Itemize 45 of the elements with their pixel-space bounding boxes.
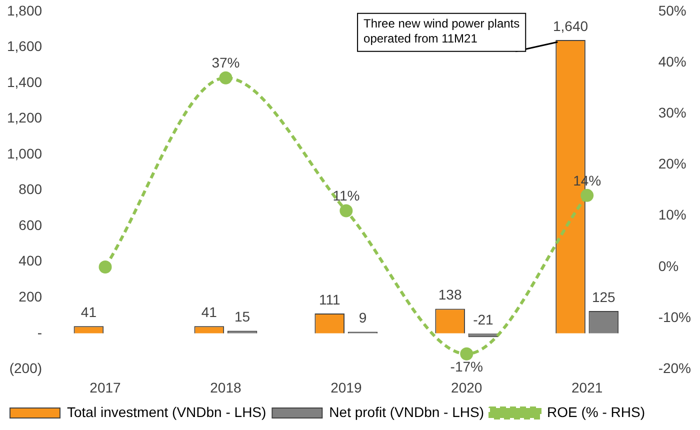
y-tick-label: 200 [18, 288, 42, 304]
data-label: 41 [80, 304, 97, 320]
data-label: 15 [234, 308, 250, 325]
data-label: 125 [592, 288, 616, 305]
point [219, 71, 232, 84]
y2-tick-label: 30% [658, 104, 686, 120]
y2-tick-label: -20% [658, 360, 692, 376]
x-tick-label: 2017 [90, 379, 122, 396]
annotation: Three new wind power plants operated from 11M21 [364, 16, 520, 46]
legend-label: Net profit (VNDbn - LHS) [329, 404, 484, 420]
data-label: -21 [473, 311, 494, 328]
y-tick-label: 1,200 [6, 110, 42, 126]
x-tick-label: 2018 [210, 379, 242, 396]
y-tick-label: 1,800 [6, 2, 42, 18]
y-tick-label: 1,600 [6, 38, 42, 54]
data-label: -17% [450, 358, 483, 375]
y-tick-label: 400 [18, 252, 42, 269]
y-tick-label: (200) [9, 360, 42, 376]
y2-tick-label: 20% [658, 156, 686, 172]
legend-label: Total investment (VNDbn - LHS) [67, 404, 266, 420]
x-tick-label: 2019 [330, 379, 362, 396]
data-label: 9 [358, 310, 367, 326]
legend-label: ROE (% - RHS) [547, 404, 645, 420]
x-tick-label: 2020 [451, 379, 482, 396]
y-tick-label: 600 [18, 216, 42, 233]
point [580, 188, 594, 202]
y2-tick-label: 40% [658, 53, 686, 70]
data-label: 37% [212, 54, 240, 71]
data-label: 11% [332, 188, 360, 204]
y2-tick-label: 0% [658, 258, 679, 274]
point [98, 260, 112, 274]
y-tick-label: 1,000 [6, 145, 42, 162]
y-tick-label: - [37, 324, 42, 340]
y2-tick-label: 10% [658, 206, 686, 223]
y2-tick-label: -10% [658, 308, 692, 325]
data-label: 111 [318, 291, 340, 308]
data-label: 138 [438, 286, 462, 303]
data-label: 41 [201, 304, 218, 320]
y-tick-label: 800 [18, 181, 42, 198]
point [340, 204, 353, 218]
x-tick-label: 2021 [572, 379, 603, 396]
y-tick-label: 1,400 [6, 74, 42, 90]
point [460, 347, 474, 360]
data-label: 1,640 [553, 18, 588, 34]
y2-tick-label: 50% [658, 2, 686, 18]
